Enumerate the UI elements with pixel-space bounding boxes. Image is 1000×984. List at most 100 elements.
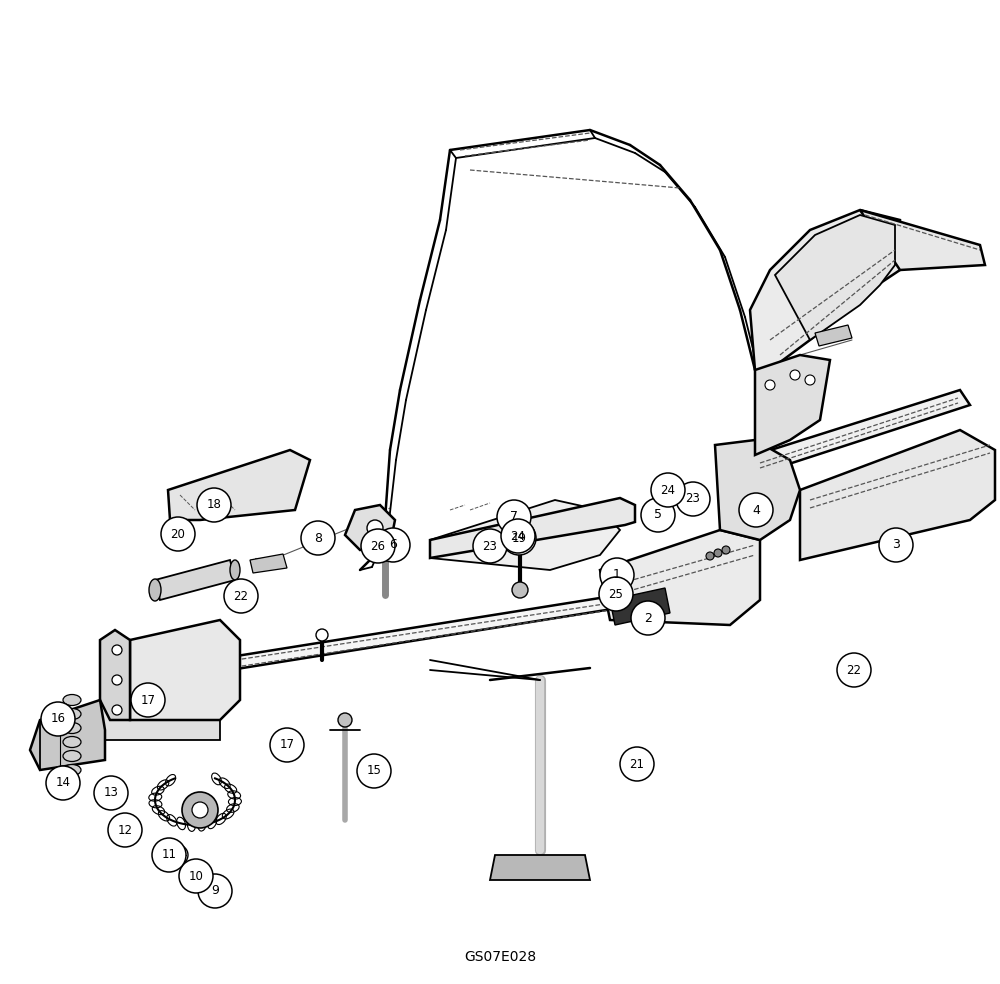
Circle shape	[168, 845, 188, 865]
Circle shape	[376, 528, 410, 562]
Circle shape	[367, 520, 383, 536]
Circle shape	[473, 529, 507, 563]
Circle shape	[497, 500, 531, 534]
Circle shape	[790, 370, 800, 380]
Text: 24: 24	[660, 483, 676, 497]
Circle shape	[94, 776, 128, 810]
Circle shape	[197, 488, 231, 522]
Circle shape	[739, 493, 773, 527]
Text: 8: 8	[314, 531, 322, 544]
Polygon shape	[490, 855, 590, 880]
Text: 1: 1	[613, 569, 621, 582]
Polygon shape	[250, 554, 287, 573]
Circle shape	[620, 747, 654, 781]
Text: 3: 3	[892, 538, 900, 551]
Circle shape	[187, 870, 199, 882]
Polygon shape	[345, 505, 395, 550]
Circle shape	[651, 473, 685, 507]
Ellipse shape	[63, 722, 81, 733]
Circle shape	[112, 675, 122, 685]
Text: 11: 11	[162, 848, 176, 862]
Polygon shape	[610, 588, 670, 625]
Circle shape	[706, 552, 714, 560]
Text: 2: 2	[644, 611, 652, 625]
Ellipse shape	[149, 579, 161, 601]
Text: 12: 12	[118, 824, 132, 836]
Text: 16: 16	[50, 712, 66, 725]
Text: 6: 6	[389, 538, 397, 551]
Text: 9: 9	[211, 885, 219, 897]
Text: 19: 19	[512, 531, 526, 544]
Circle shape	[514, 540, 522, 548]
Circle shape	[190, 866, 210, 886]
Ellipse shape	[63, 708, 81, 719]
Polygon shape	[800, 430, 995, 560]
Circle shape	[631, 601, 665, 635]
Circle shape	[179, 859, 213, 893]
Circle shape	[500, 541, 508, 549]
Polygon shape	[755, 355, 830, 455]
Polygon shape	[155, 560, 235, 600]
Text: 20: 20	[171, 527, 185, 540]
Circle shape	[338, 713, 352, 727]
Text: 13: 13	[104, 786, 118, 799]
Polygon shape	[715, 440, 800, 540]
Polygon shape	[133, 578, 710, 692]
Circle shape	[161, 517, 195, 551]
Text: 14: 14	[56, 776, 70, 789]
Text: 5: 5	[654, 509, 662, 522]
Circle shape	[379, 549, 391, 561]
Circle shape	[714, 549, 722, 557]
Text: 17: 17	[140, 694, 156, 707]
Circle shape	[192, 802, 208, 818]
Circle shape	[41, 702, 75, 736]
Circle shape	[512, 582, 528, 598]
Circle shape	[316, 629, 328, 641]
Text: 22: 22	[234, 589, 248, 602]
Polygon shape	[30, 700, 105, 770]
Ellipse shape	[63, 751, 81, 762]
Ellipse shape	[63, 695, 81, 706]
Polygon shape	[168, 450, 310, 520]
Polygon shape	[430, 498, 635, 558]
Text: 18: 18	[207, 499, 221, 512]
Circle shape	[182, 792, 218, 828]
Ellipse shape	[63, 765, 81, 775]
Polygon shape	[815, 325, 852, 346]
Polygon shape	[100, 700, 220, 740]
Circle shape	[108, 813, 142, 847]
Circle shape	[599, 577, 633, 611]
Circle shape	[600, 558, 634, 592]
Polygon shape	[430, 500, 620, 570]
Circle shape	[512, 522, 528, 538]
Text: 23: 23	[686, 493, 700, 506]
Circle shape	[765, 380, 775, 390]
Circle shape	[837, 653, 871, 687]
Text: 10: 10	[189, 870, 203, 883]
Polygon shape	[100, 630, 130, 720]
Text: 22: 22	[846, 663, 862, 677]
Circle shape	[46, 766, 80, 800]
Polygon shape	[130, 620, 240, 720]
Text: 23: 23	[483, 539, 497, 552]
Text: 15: 15	[367, 765, 381, 777]
Circle shape	[131, 683, 165, 717]
Circle shape	[270, 728, 304, 762]
Polygon shape	[750, 210, 900, 377]
Circle shape	[112, 705, 122, 715]
Text: GS07E028: GS07E028	[464, 950, 536, 964]
Circle shape	[198, 874, 232, 908]
Ellipse shape	[230, 560, 240, 580]
Circle shape	[301, 521, 335, 555]
Circle shape	[112, 645, 122, 655]
Circle shape	[361, 529, 395, 563]
Circle shape	[501, 519, 535, 553]
Circle shape	[722, 546, 730, 554]
Circle shape	[208, 882, 228, 902]
Text: 7: 7	[510, 511, 518, 523]
Circle shape	[676, 482, 710, 516]
Polygon shape	[755, 390, 970, 475]
Text: 25: 25	[609, 587, 623, 600]
Text: 26: 26	[370, 539, 386, 552]
Circle shape	[486, 542, 494, 550]
